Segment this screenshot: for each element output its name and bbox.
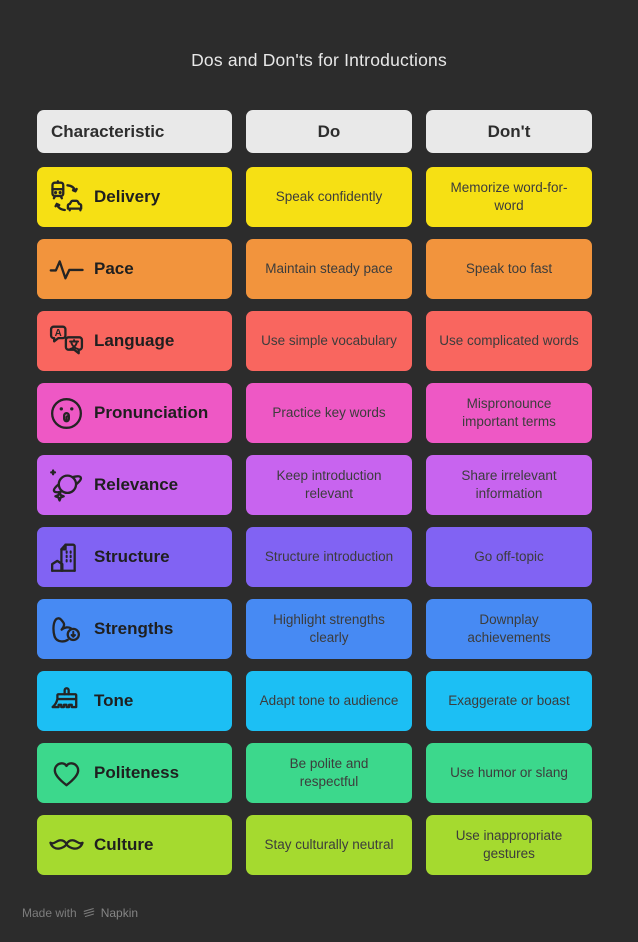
table-row: A Language Use simple vocabulary Use com… <box>37 311 592 371</box>
do-cell: Practice key words <box>246 383 412 443</box>
characteristic-cell: Strengths <box>37 599 232 659</box>
table-row: Delivery Speak confidently Memorize word… <box>37 167 592 227</box>
characteristic-label: Language <box>94 331 175 350</box>
characteristic-cell: Relevance <box>37 455 232 515</box>
characteristic-label: Pronunciation <box>94 403 209 422</box>
characteristic-cell: Pace <box>37 239 232 299</box>
dont-cell: Memorize word-for-word <box>426 167 592 227</box>
svg-text:A: A <box>55 327 62 338</box>
do-cell: Maintain steady pace <box>246 239 412 299</box>
pronunciation-face-icon <box>48 395 85 432</box>
characteristic-label: Delivery <box>94 187 161 206</box>
characteristic-cell: Pronunciation <box>37 383 232 443</box>
dont-cell: Use inappropriate gestures <box>426 815 592 875</box>
dont-cell: Downplay achievements <box>426 599 592 659</box>
characteristic-cell: A Language <box>37 311 232 371</box>
do-cell: Adapt tone to audience <box>246 671 412 731</box>
characteristic-label: Structure <box>94 547 170 566</box>
dont-cell: Speak too fast <box>426 239 592 299</box>
table-row: Pace Maintain steady pace Speak too fast <box>37 239 592 299</box>
dos-donts-table: Characteristic Do Don't Delivery Speak c… <box>37 110 592 875</box>
do-cell: Be polite and respectful <box>246 743 412 803</box>
dont-cell: Use complicated words <box>426 311 592 371</box>
do-cell: Highlight strengths clearly <box>246 599 412 659</box>
saturn-icon <box>48 467 85 504</box>
translate-icon: A <box>48 323 85 360</box>
characteristic-cell: Delivery <box>37 167 232 227</box>
paintbrush-icon <box>48 683 85 720</box>
characteristic-cell: Politeness <box>37 743 232 803</box>
do-cell: Use simple vocabulary <box>246 311 412 371</box>
made-with-label: Made with <box>22 906 77 920</box>
dont-cell: Use humor or slang <box>426 743 592 803</box>
characteristic-cell: Culture <box>37 815 232 875</box>
buildings-icon <box>48 539 85 576</box>
table-row: Tone Adapt tone to audience Exaggerate o… <box>37 671 592 731</box>
transport-transfer-icon <box>48 179 85 216</box>
dont-cell: Exaggerate or boast <box>426 671 592 731</box>
napkin-brand-label: Napkin <box>100 906 139 920</box>
characteristic-cell: Tone <box>37 671 232 731</box>
table-row: Pronunciation Practice key words Mispron… <box>37 383 592 443</box>
header-characteristic: Characteristic <box>37 110 232 153</box>
do-cell: Keep introduction relevant <box>246 455 412 515</box>
dont-cell: Go off-topic <box>426 527 592 587</box>
mustache-icon <box>48 827 85 864</box>
heart-icon <box>48 755 85 792</box>
table-row: Structure Structure introduction Go off-… <box>37 527 592 587</box>
characteristic-label: Relevance <box>94 475 179 494</box>
table-body: Delivery Speak confidently Memorize word… <box>37 167 592 875</box>
table-row: Culture Stay culturally neutral Use inap… <box>37 815 592 875</box>
pulse-icon <box>48 251 85 288</box>
do-cell: Speak confidently <box>246 167 412 227</box>
do-cell: Structure introduction <box>246 527 412 587</box>
do-cell: Stay culturally neutral <box>246 815 412 875</box>
characteristic-cell: Structure <box>37 527 232 587</box>
table-row: Politeness Be polite and respectful Use … <box>37 743 592 803</box>
made-with-napkin-link[interactable]: Made with Napkin <box>22 906 138 920</box>
header-do: Do <box>246 110 412 153</box>
page-title: Dos and Don'ts for Introductions <box>191 50 447 70</box>
table-row: Relevance Keep introduction relevant Sha… <box>37 455 592 515</box>
table-header-row: Characteristic Do Don't <box>37 110 592 153</box>
napkin-logo-icon <box>82 906 96 920</box>
dont-cell: Mispronounce important terms <box>426 383 592 443</box>
characteristic-label: Politeness <box>94 763 180 782</box>
characteristic-label: Culture <box>94 835 154 854</box>
characteristic-label: Tone <box>94 691 134 710</box>
header-dont: Don't <box>426 110 592 153</box>
dont-cell: Share irrelevant information <box>426 455 592 515</box>
characteristic-label: Strengths <box>94 619 174 638</box>
characteristic-label: Pace <box>94 259 134 278</box>
bicep-icon <box>48 611 85 648</box>
table-row: Strengths Highlight strengths clearly Do… <box>37 599 592 659</box>
